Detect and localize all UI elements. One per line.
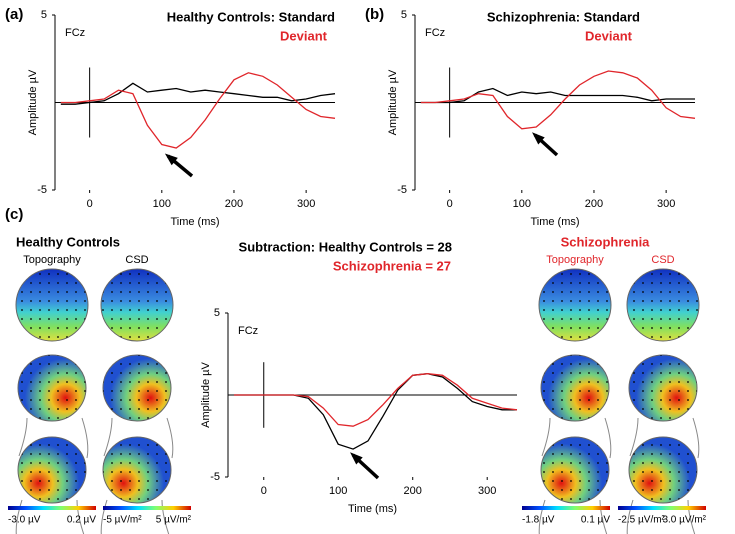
topomaps: (c) Healthy Controls Topography CSD -3.0 µV 0… bbox=[5, 206, 707, 534]
y-tick-label: -5 bbox=[397, 184, 407, 196]
y-tick-label: -5 bbox=[37, 184, 47, 196]
colorbar-label: -1.8 µV bbox=[522, 515, 555, 526]
electrodes bbox=[101, 269, 173, 341]
colorbar bbox=[8, 506, 96, 510]
electrodes bbox=[18, 355, 86, 421]
y-tick-label: 5 bbox=[401, 9, 407, 21]
x-tick-label: 100 bbox=[513, 198, 531, 210]
electrodes bbox=[103, 355, 171, 421]
waveform bbox=[60, 72, 336, 149]
x-tick-label: 300 bbox=[657, 198, 675, 210]
head-outline bbox=[15, 499, 85, 534]
arrow-head bbox=[532, 132, 545, 145]
x-tick-label: 100 bbox=[153, 198, 171, 210]
x-tick-label: 0 bbox=[261, 485, 267, 497]
head-outline bbox=[541, 417, 612, 459]
colorbar-label: 0.2 µV bbox=[67, 515, 96, 526]
panel-label: (a) bbox=[5, 6, 23, 23]
arrow-head bbox=[164, 153, 178, 166]
head-outline bbox=[100, 499, 170, 534]
x-tick-label: 0 bbox=[447, 198, 453, 210]
legend-entry: Healthy Controls: Standard bbox=[167, 9, 335, 24]
waveform bbox=[60, 82, 336, 105]
x-tick-label: 100 bbox=[329, 485, 347, 497]
x-axis-label: Time (ms) bbox=[170, 216, 219, 228]
waveform bbox=[420, 70, 696, 130]
legend-entry: Deviant bbox=[585, 28, 633, 43]
y-axis-label: Amplitude µV bbox=[27, 69, 39, 135]
x-tick-label: 0 bbox=[87, 198, 93, 210]
x-tick-label: 200 bbox=[225, 198, 243, 210]
colorbar-label: -3.0 µV bbox=[8, 515, 41, 526]
y-tick-label: 5 bbox=[214, 307, 220, 319]
electrodes bbox=[539, 269, 611, 341]
x-tick-label: 300 bbox=[297, 198, 315, 210]
electrodes bbox=[627, 269, 699, 341]
x-tick-label: 200 bbox=[585, 198, 603, 210]
colorbar-label: -2.5 µV/m² bbox=[618, 515, 666, 526]
map-label: CSD bbox=[651, 254, 674, 266]
electrodes bbox=[103, 437, 171, 503]
y-axis-label: Amplitude µV bbox=[387, 69, 399, 135]
legend-entry: Deviant bbox=[280, 28, 328, 43]
electrodes bbox=[541, 437, 609, 503]
group-title: Healthy Controls bbox=[16, 234, 120, 249]
electrodes bbox=[18, 437, 86, 503]
x-tick-label: 300 bbox=[478, 485, 496, 497]
colorbar bbox=[522, 506, 610, 510]
x-axis-label: Time (ms) bbox=[530, 216, 579, 228]
y-axis-label: Amplitude µV bbox=[200, 362, 212, 428]
electrodes bbox=[16, 269, 88, 341]
colorbar-label: 3.0 µV/m² bbox=[662, 515, 706, 526]
colorbar bbox=[618, 506, 706, 510]
map-label: CSD bbox=[125, 254, 148, 266]
colorbar bbox=[103, 506, 191, 510]
y-tick-label: -5 bbox=[210, 471, 220, 483]
map-label: Topography bbox=[546, 254, 604, 266]
legend-entry: Subtraction: Healthy Controls = 28 bbox=[239, 239, 452, 254]
head-outline bbox=[626, 499, 696, 534]
electrodes bbox=[629, 355, 697, 421]
panel-label: (b) bbox=[365, 6, 384, 23]
head-outline bbox=[629, 417, 700, 459]
channel-label: FCz bbox=[65, 27, 85, 39]
arrow-head bbox=[350, 452, 363, 465]
map-label: Topography bbox=[23, 254, 81, 266]
colorbar-label: 0.1 µV bbox=[581, 515, 610, 526]
legend-entry: Schizophrenia: Standard bbox=[487, 9, 640, 24]
colorbar-label: 5 µV/m² bbox=[156, 515, 192, 526]
waveform bbox=[234, 373, 518, 427]
panel-label: (c) bbox=[5, 206, 23, 223]
y-tick-label: 5 bbox=[41, 9, 47, 21]
waveform bbox=[420, 87, 695, 104]
group-title: Schizophrenia bbox=[561, 234, 651, 249]
channel-label: FCz bbox=[425, 27, 445, 39]
colorbar-label: -5 µV/m² bbox=[103, 515, 142, 526]
head-outline bbox=[103, 417, 174, 459]
electrodes bbox=[541, 355, 609, 421]
channel-label: FCz bbox=[238, 325, 258, 337]
x-tick-label: 200 bbox=[404, 485, 422, 497]
legend-entry: Schizophrenia = 27 bbox=[333, 258, 451, 273]
head-outline bbox=[538, 499, 608, 534]
electrodes bbox=[629, 437, 697, 503]
head-outline bbox=[18, 417, 89, 459]
x-axis-label: Time (ms) bbox=[348, 503, 397, 515]
